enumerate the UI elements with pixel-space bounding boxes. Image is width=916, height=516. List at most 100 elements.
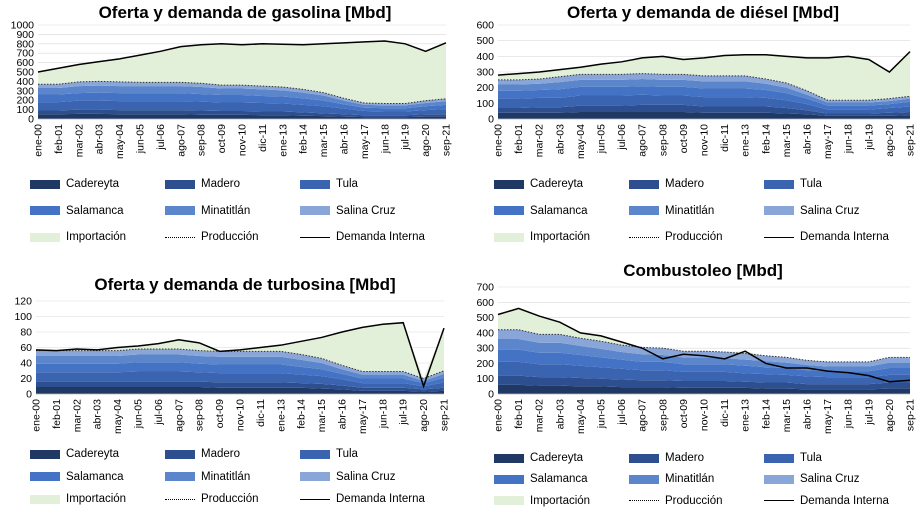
series-tula-area	[498, 94, 910, 114]
legend-swatch	[629, 179, 659, 189]
legend-label: Tula	[800, 178, 822, 190]
legend-label: Tula	[336, 178, 358, 190]
y-tick-label: 300	[476, 67, 494, 79]
legend-item-salina_cruz: Salina Cruz	[300, 205, 395, 217]
chart-legend: Cadereyta Madero Tula Salamanca Minatitlán Sa…	[30, 448, 450, 516]
series-produccion-line	[36, 348, 445, 380]
y-tick-label: 500	[476, 312, 494, 324]
legend-label: Tula	[800, 452, 822, 464]
legend-label: Demanda Interna	[800, 231, 889, 244]
x-tick-label: may-04	[575, 399, 587, 434]
x-tick-label: mar-02	[73, 124, 85, 157]
series-demanda-line	[497, 51, 911, 76]
x-tick-label: mar-15	[781, 399, 793, 432]
series-importacion-area	[38, 40, 446, 104]
x-tick-label: abr-03	[554, 124, 566, 155]
chart-panel-combustoleo: Combustoleo [Mbd] 0 100 200 300 400 500 600 700…	[458, 258, 916, 516]
x-tick-label: ene-00	[493, 399, 505, 432]
x-tick-label: ago-07	[175, 124, 187, 157]
y-tick-label: 400	[16, 76, 34, 88]
series-demanda-line	[37, 40, 447, 73]
legend-swatch	[165, 449, 195, 459]
x-tick-label: jul-06	[616, 124, 628, 151]
series-salamanca-area	[498, 349, 910, 378]
legend-label: Producción	[201, 493, 259, 506]
legend-label: Madero	[201, 448, 240, 460]
legend-label: Madero	[665, 178, 704, 190]
legend-item-salamanca: Salamanca	[494, 205, 588, 217]
legend-item-produccion: Producción	[629, 231, 723, 243]
x-tick-label: mar-02	[534, 124, 546, 157]
y-tick-label: 60	[20, 342, 32, 354]
legend-label: Demanda Interna	[336, 231, 425, 244]
legend-swatch	[764, 236, 794, 238]
legend-swatch	[165, 498, 195, 500]
chart-panel-gasolina: Oferta y demanda de gasolina [Mbd] 0 100 2…	[0, 0, 458, 258]
chart-title: Combustoleo [Mbd]	[623, 261, 783, 280]
chart-title: Oferta y demanda de turbosina [Mbd]	[94, 275, 396, 294]
x-tick-label: may-17	[822, 124, 834, 159]
legend-item-importacion: Importación	[30, 231, 126, 243]
legend-swatch	[494, 496, 524, 506]
legend-swatch	[165, 472, 195, 482]
legend-item-salina_cruz: Salina Cruz	[764, 473, 859, 485]
x-tick-label: jun-18	[377, 399, 389, 429]
x-tick-label: sep-21	[441, 124, 453, 156]
x-tick-label: feb-14	[760, 399, 772, 429]
x-tick-label: may-17	[359, 124, 371, 159]
y-tick-label: 100	[476, 373, 494, 385]
legend-item-salamanca: Salamanca	[494, 473, 588, 485]
legend-swatch	[30, 206, 60, 216]
x-tick-label: ene-00	[31, 399, 43, 432]
chart-svg: 0 20 40 60 80 100 120 ene-00 feb-01 mar-02 abr-03 m…	[14, 296, 450, 435]
series-cadereyta-area	[36, 387, 444, 394]
x-tick-label: dic-11	[257, 124, 269, 152]
x-tick-label: ago-07	[637, 399, 649, 432]
legend-label: Minatitlán	[201, 470, 251, 483]
x-tick-label: may-04	[114, 124, 126, 159]
y-tick-label: 600	[16, 57, 34, 69]
series-produccion-line	[498, 329, 910, 363]
x-tick-label: nov-10	[237, 124, 249, 156]
x-tick-label: jul-19	[863, 399, 875, 426]
chart-title: Oferta y demanda de diésel [Mbd]	[566, 3, 840, 22]
legend-label: Cadereyta	[530, 452, 584, 464]
y-tick-label: 200	[476, 358, 494, 370]
legend-item-produccion: Producción	[165, 493, 259, 505]
legend-item-importacion: Importación	[494, 495, 590, 507]
legend-item-salina_cruz: Salina Cruz	[764, 205, 859, 217]
x-tick-label: abr-03	[94, 124, 106, 155]
x-tick-label: jun-18	[843, 399, 855, 429]
legend-item-tula: Tula	[300, 178, 358, 190]
y-tick-label: 400	[476, 327, 494, 339]
x-tick-label: may-04	[112, 399, 124, 434]
x-tick-label: jul-19	[398, 399, 410, 426]
x-tick-label: nov-10	[699, 399, 711, 431]
chart-legend: Cadereyta Madero Tula Salamanca Minatitlán Sa…	[494, 452, 914, 516]
series-produccion-line	[38, 80, 447, 104]
x-tick-label: mar-15	[318, 124, 330, 157]
legend-label: Minatitlán	[665, 473, 715, 486]
series-tula-area	[38, 100, 446, 116]
series-madero-area	[498, 375, 910, 390]
legend-swatch	[300, 472, 330, 482]
legend-label: Tula	[336, 448, 358, 460]
chart-panel-turbosina: Oferta y demanda de turbosina [Mbd] 0 20 4…	[0, 258, 458, 516]
legend-item-madero: Madero	[165, 448, 240, 460]
series-tula-area	[36, 371, 444, 390]
legend-item-demanda: Demanda Interna	[300, 231, 425, 243]
series-tula-area	[498, 361, 910, 385]
series-salina_cruz-area	[36, 349, 444, 381]
series-demanda-line	[497, 307, 911, 383]
series-cadereyta-area	[498, 384, 910, 394]
series-demanda-line	[35, 321, 445, 389]
x-tick-label: jun-05	[133, 399, 145, 429]
x-tick-label: sep-08	[196, 124, 208, 156]
y-tick-label: 100	[14, 311, 32, 323]
y-tick-label: 700	[476, 282, 494, 294]
legend-label: Salamanca	[530, 204, 588, 217]
legend-swatch	[764, 453, 794, 463]
legend-swatch	[494, 474, 524, 484]
y-tick-label: 700	[16, 48, 34, 60]
